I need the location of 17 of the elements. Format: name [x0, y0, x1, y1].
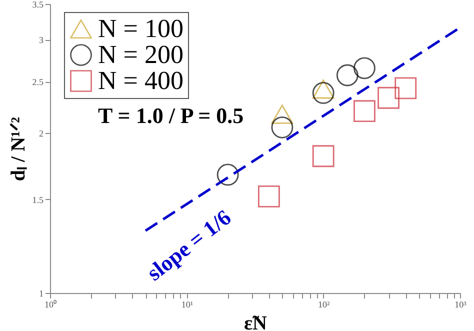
x-tick-label: 10⁰ — [44, 300, 56, 310]
legend-label: N = 400 — [98, 66, 184, 95]
legend-label: N = 100 — [98, 14, 184, 43]
y-tick-label: 3.5 — [32, 0, 44, 10]
x-axis-title: ε̃N — [244, 312, 268, 331]
y-axis-title: dₗ / N¹ᐟ² — [7, 116, 30, 182]
annotation: T = 1.0 / P = 0.5 — [98, 103, 244, 128]
annotation: slope = 1/6 — [142, 204, 236, 286]
y-tick-label: 2 — [39, 128, 44, 139]
x-tick-label: 10² — [318, 300, 330, 310]
y-tick-label: 3 — [39, 35, 44, 46]
y-tick-label: 2.5 — [32, 77, 44, 88]
x-tick-label: 10³ — [454, 300, 467, 310]
y-tick-label: 1.5 — [32, 194, 44, 205]
x-tick-label: 10¹ — [181, 300, 194, 310]
y-tick-label: 1 — [39, 288, 44, 298]
legend-label: N = 200 — [98, 40, 184, 69]
